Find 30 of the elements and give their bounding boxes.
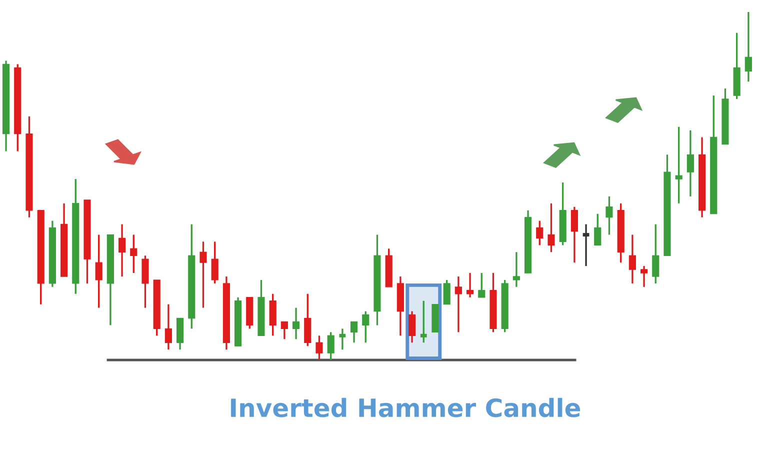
candlestick	[628, 234, 636, 284]
candlestick	[536, 220, 544, 246]
candlestick	[200, 240, 207, 309]
candlestick	[478, 272, 486, 298]
candlestick	[606, 196, 613, 236]
candlestick	[118, 223, 126, 278]
text: Inverted Hammer Candle	[231, 398, 580, 418]
candlestick	[327, 331, 334, 361]
candlestick	[512, 251, 520, 288]
candlestick	[675, 126, 682, 204]
candlestick	[316, 334, 323, 361]
candlestick	[211, 240, 218, 284]
candlestick	[686, 129, 694, 198]
candlestick	[362, 310, 370, 344]
candlestick	[292, 306, 300, 340]
candlestick	[408, 310, 416, 344]
candlestick	[466, 272, 474, 298]
candlestick	[548, 202, 555, 253]
candlestick	[594, 213, 602, 246]
candlestick	[164, 303, 172, 350]
candlestick	[744, 11, 752, 82]
candlestick	[652, 223, 660, 284]
candlestick	[570, 206, 578, 264]
candlestick	[443, 279, 450, 306]
candlestick	[640, 265, 648, 288]
candlestick	[280, 320, 288, 340]
candlestick	[130, 234, 138, 274]
candlestick	[95, 234, 102, 309]
candlestick	[454, 276, 462, 333]
candlestick	[350, 320, 358, 344]
